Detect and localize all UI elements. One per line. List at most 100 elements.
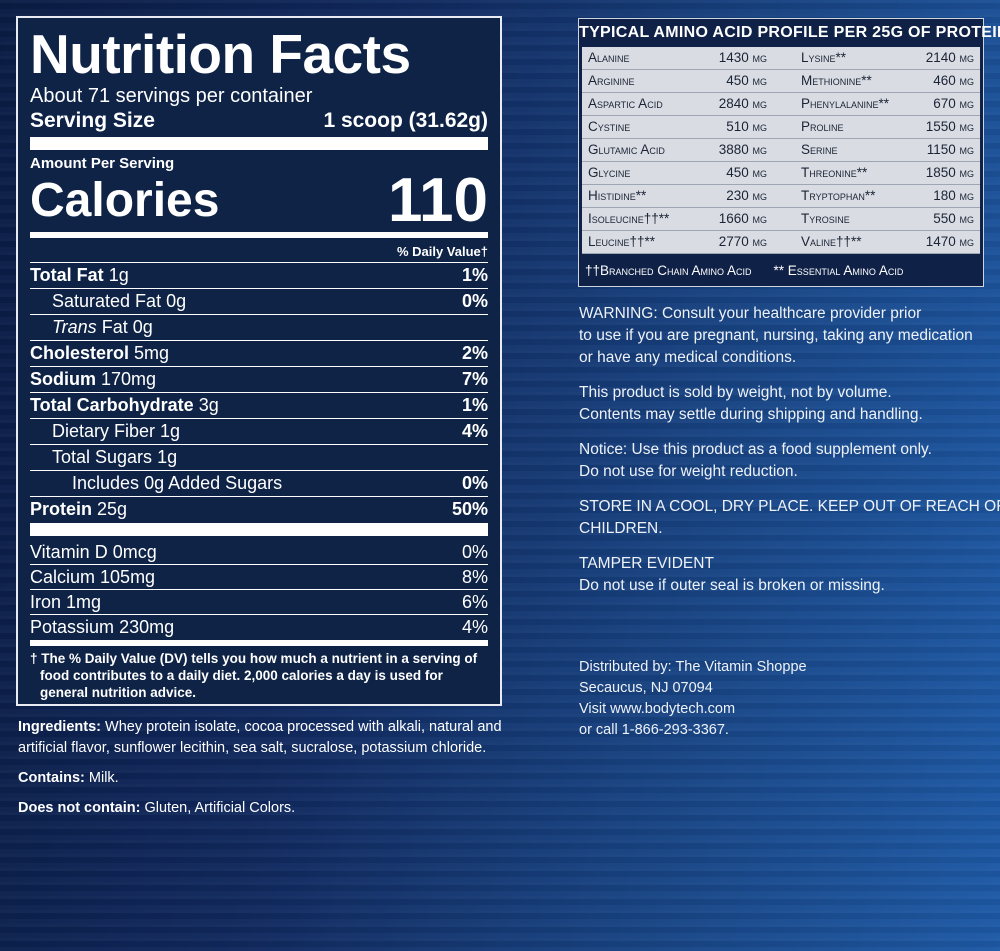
amino-row: Leucine††** 2770 mg Valine††** 1470 mg xyxy=(582,231,980,254)
amino-amount: 450 mg xyxy=(726,73,767,88)
amino-footnote: ** Essential Amino Acid xyxy=(773,263,904,278)
daily-value: 8% xyxy=(461,567,488,587)
nutrient: Sodium 170mg xyxy=(30,367,156,392)
daily-value: 2% xyxy=(461,343,488,363)
nutrient: Dietary Fiber 1g xyxy=(30,419,180,444)
nutrient-row: Trans Fat 0g xyxy=(30,315,488,341)
amino-amount: 2770 mg xyxy=(718,234,767,249)
rule xyxy=(30,232,488,238)
amino-amount: 460 mg xyxy=(933,73,974,88)
notice-line: CHILDREN. xyxy=(579,520,663,537)
vitamin-list: Vitamin D 0mcg 0% Calcium 105mg 8% Iron 1mg 6… xyxy=(30,540,488,640)
notice-line: Notice: Use this product as a food suppl… xyxy=(579,441,932,458)
nutrient-amount: 25g xyxy=(97,499,128,519)
serving-size-label: Serving Size xyxy=(30,109,155,132)
amino-amount: 1660 mg xyxy=(718,211,767,226)
daily-value: 6% xyxy=(461,592,488,612)
vitamin-row: Potassium 230mg 4% xyxy=(30,615,488,640)
vitamin-name: Calcium xyxy=(30,567,96,587)
amino-name: Serine xyxy=(800,142,838,157)
amino-row: Alanine 1430 mg Lysine** 2140 mg xyxy=(582,47,980,70)
amino-amount: 3880 mg xyxy=(718,142,767,157)
vitamin-amount: 230mg xyxy=(119,617,175,637)
amino-name: Arginine xyxy=(588,73,635,88)
servings: About 71 servings per container xyxy=(30,85,313,107)
notice-line: Contents may settle during shipping and … xyxy=(579,406,923,423)
daily-value: 0% xyxy=(461,542,488,562)
vitamin: Calcium 105mg xyxy=(30,565,155,589)
amino-amount: 1850 mg xyxy=(925,165,974,180)
serving-size-value: 1 scoop (31.62g) xyxy=(323,109,488,132)
text: Milk. xyxy=(88,770,119,786)
notice-line: or have any medical conditions. xyxy=(579,349,797,366)
vitamin-row: Vitamin D 0mcg 0% xyxy=(30,540,488,565)
daily-value: 1% xyxy=(461,265,488,285)
rule xyxy=(30,137,488,150)
amino-amount: 670 mg xyxy=(933,96,974,111)
vitamin: Iron 1mg xyxy=(30,590,101,614)
nutrient-row: Sodium 170mg 7% xyxy=(30,367,488,393)
amino-name: Aspartic Acid xyxy=(588,96,663,111)
amino-table: Alanine 1430 mg Lysine** 2140 mg Arginine 450… xyxy=(582,47,980,254)
distributor: Distributed by: The Vitamin Shoppe Secauc… xyxy=(579,657,807,741)
amino-footnotes: ††Branched Chain Amino Acid ** Essential … xyxy=(579,254,983,288)
nutrient-amount: 0g Added Sugars xyxy=(144,473,283,493)
amino-amount: 1430 mg xyxy=(718,50,767,65)
nutrient: Trans Fat 0g xyxy=(30,315,153,340)
serving-size: Serving Size 1 scoop (31.62g) xyxy=(30,108,488,134)
nutrient-name: Total Sugars xyxy=(52,447,153,467)
amino-name: Valine††** xyxy=(800,234,862,249)
nutrient: Total Carbohydrate 3g xyxy=(30,393,219,418)
notice-line: STORE IN A COOL, DRY PLACE. KEEP OUT OF … xyxy=(579,498,1000,515)
nutrient-amount: 1g xyxy=(108,265,129,285)
amino-name: Cystine xyxy=(588,119,631,134)
nutrient-amount: 170mg xyxy=(101,369,157,389)
nutrient-name: Total Fat xyxy=(30,265,104,285)
amino-name: Phenylalanine** xyxy=(800,96,890,111)
notice: TAMPER EVIDENT Do not use if outer seal i… xyxy=(579,553,1000,597)
amount-per-serving: Amount Per Serving xyxy=(30,155,175,172)
label: Ingredients: xyxy=(18,719,101,735)
daily-value: 50% xyxy=(451,499,488,519)
amino-amount: 1550 mg xyxy=(925,119,974,134)
amino-amount: 1470 mg xyxy=(925,234,974,249)
amino-row: Isoleucine††** 1660 mg Tyrosine 550 mg xyxy=(582,208,980,231)
nutrient: Saturated Fat 0g xyxy=(30,289,186,314)
nutrient-row: Cholesterol 5mg 2% xyxy=(30,341,488,367)
distributor-line: or call 1-866-293-3367. xyxy=(579,722,729,738)
does-not-contain: Does not contain: Gluten, Artificial Col… xyxy=(18,798,508,819)
daily-value: 1% xyxy=(461,395,488,415)
amino-amount: 180 mg xyxy=(933,188,974,203)
notice-line: TAMPER EVIDENT xyxy=(579,555,714,572)
notice: Notice: Use this product as a food suppl… xyxy=(579,439,1000,483)
notice: This product is sold by weight, not by v… xyxy=(579,382,1000,426)
amino-name: Glycine xyxy=(588,165,631,180)
ingredients: Ingredients: Whey protein isolate, cocoa… xyxy=(18,717,508,759)
amino-name: Histidine** xyxy=(588,188,647,203)
nutrient-row: Protein 25g 50% xyxy=(30,497,488,523)
nutrient-name-italic: Trans xyxy=(52,317,97,337)
amino-row: Arginine 450 mg Methionine** 460 mg xyxy=(582,70,980,93)
calories: Calories 110 xyxy=(30,170,488,232)
text: Gluten, Artificial Colors. xyxy=(144,800,296,816)
nutrient-name: Includes xyxy=(72,473,140,493)
nutrient: Protein 25g xyxy=(30,497,127,523)
daily-value: 4% xyxy=(461,421,488,441)
daily-value: 0% xyxy=(461,473,488,493)
calories-label: Calories xyxy=(30,174,220,227)
nutrient-name: Saturated Fat xyxy=(52,291,162,311)
notice-line: to use if you are pregnant, nursing, tak… xyxy=(579,327,973,344)
vitamin-amount: 1mg xyxy=(66,592,102,612)
nutrient: Total Fat 1g xyxy=(30,263,129,288)
amino-name: Tryptophan** xyxy=(800,188,876,203)
amino-row: Histidine** 230 mg Tryptophan** 180 mg xyxy=(582,185,980,208)
contains: Contains: Milk. xyxy=(18,768,508,789)
amino-name: Alanine xyxy=(588,50,630,65)
amino-amount: 550 mg xyxy=(933,211,974,226)
vitamin-amount: 105mg xyxy=(100,567,156,587)
notice-line: Do not use for weight reduction. xyxy=(579,463,798,480)
nutrient: Includes 0g Added Sugars xyxy=(30,471,282,496)
amino-amount: 2140 mg xyxy=(925,50,974,65)
nutrient-row: Saturated Fat 0g 0% xyxy=(30,289,488,315)
rule xyxy=(30,523,488,536)
